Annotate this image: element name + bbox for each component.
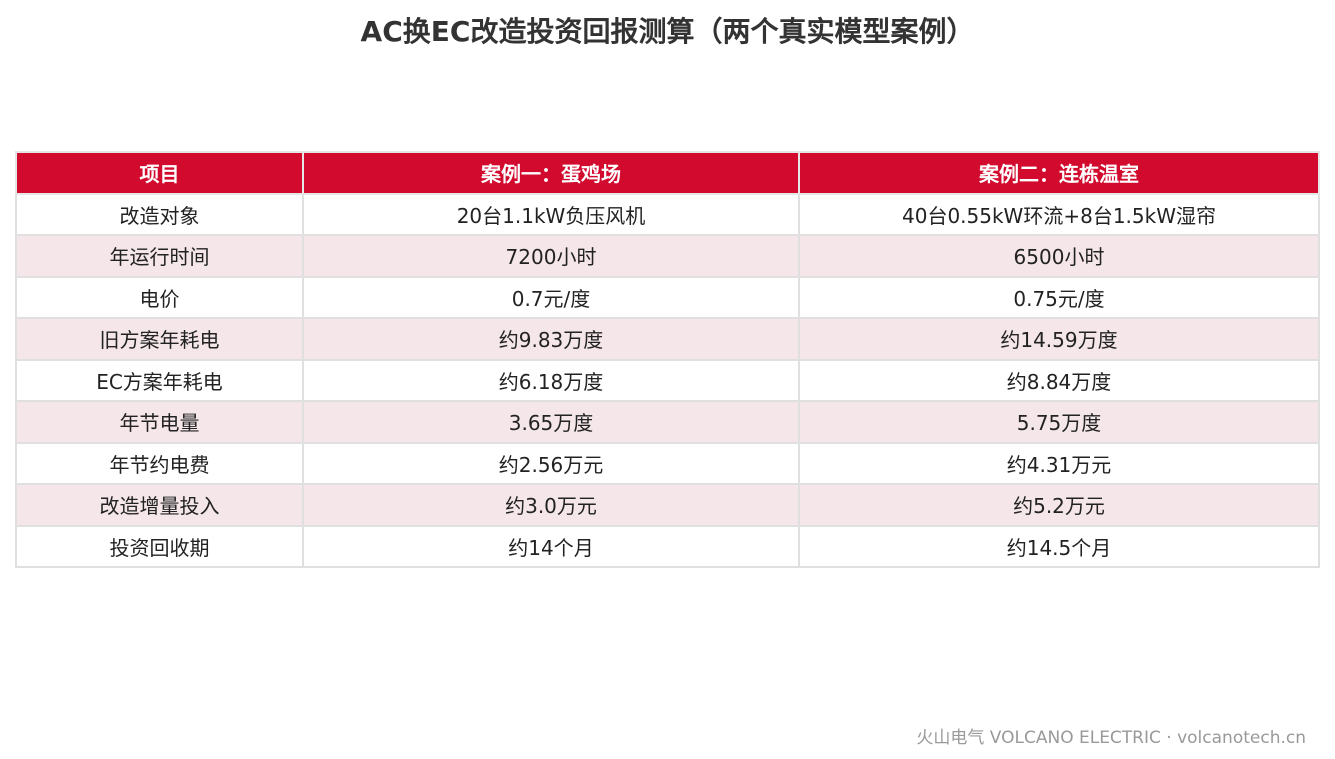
table-cell: 改造增量投入 bbox=[15, 483, 304, 527]
table-row: 改造对象 20台1.1kW负压风机 40台0.55kW环流+8台1.5kW湿帘 bbox=[15, 192, 1320, 236]
footer: 火山电气 VOLCANO ELECTRIC · volcanotech.cn bbox=[916, 728, 1306, 748]
table-cell: 约5.2万元 bbox=[798, 483, 1320, 527]
table-cell: 0.75元/度 bbox=[798, 275, 1320, 319]
table-row: 投资回收期 约14个月 约14.5个月 bbox=[15, 524, 1320, 568]
table-row: EC方案年耗电 约6.18万度 约8.84万度 bbox=[15, 358, 1320, 402]
table-cell: 约9.83万度 bbox=[302, 317, 800, 361]
table-row: 年节电量 3.65万度 5.75万度 bbox=[15, 400, 1320, 444]
table-cell: 约3.0万元 bbox=[302, 483, 800, 527]
table-cell: 年运行时间 bbox=[15, 234, 304, 278]
table-cell: 约2.56万元 bbox=[302, 441, 800, 485]
header-cell: 案例一：蛋鸡场 bbox=[302, 151, 800, 195]
table-row: 年运行时间 7200小时 6500小时 bbox=[15, 234, 1320, 278]
table-cell: 7200小时 bbox=[302, 234, 800, 278]
roi-table: 项目 案例一：蛋鸡场 案例二：连栋温室 改造对象 20台1.1kW负压风机 40台0.5… bbox=[15, 151, 1320, 568]
table-cell: 40台0.55kW环流+8台1.5kW湿帘 bbox=[798, 192, 1320, 236]
table-cell: 3.65万度 bbox=[302, 400, 800, 444]
table-cell: 约8.84万度 bbox=[798, 358, 1320, 402]
table-cell: 年节约电费 bbox=[15, 441, 304, 485]
table-cell: 年节电量 bbox=[15, 400, 304, 444]
table-cell: 约4.31万元 bbox=[798, 441, 1320, 485]
table-cell: 6500小时 bbox=[798, 234, 1320, 278]
table-row: 电价 0.7元/度 0.75元/度 bbox=[15, 275, 1320, 319]
title: AC换EC改造投资回报测算（两个真实模型案例） bbox=[360, 15, 975, 48]
table-row: 年节约电费 约2.56万元 约4.31万元 bbox=[15, 441, 1320, 485]
table-row: 旧方案年耗电 约9.83万度 约14.59万度 bbox=[15, 317, 1320, 361]
header-cell: 项目 bbox=[15, 151, 304, 195]
table-cell: 投资回收期 bbox=[15, 524, 304, 568]
header-row: 项目 案例一：蛋鸡场 案例二：连栋温室 bbox=[15, 151, 1320, 195]
table-cell: 改造对象 bbox=[15, 192, 304, 236]
table-cell: EC方案年耗电 bbox=[15, 358, 304, 402]
table-cell: 5.75万度 bbox=[798, 400, 1320, 444]
table-cell: 电价 bbox=[15, 275, 304, 319]
table-cell: 0.7元/度 bbox=[302, 275, 800, 319]
table-cell: 旧方案年耗电 bbox=[15, 317, 304, 361]
table-cell: 约6.18万度 bbox=[302, 358, 800, 402]
table-row: 改造增量投入 约3.0万元 约5.2万元 bbox=[15, 483, 1320, 527]
table-body: 改造对象 20台1.1kW负压风机 40台0.55kW环流+8台1.5kW湿帘 年运行… bbox=[15, 192, 1320, 568]
table-cell: 约14.5个月 bbox=[798, 524, 1320, 568]
header-cell: 案例二：连栋温室 bbox=[798, 151, 1320, 195]
table-cell: 约14.59万度 bbox=[798, 317, 1320, 361]
table-cell: 20台1.1kW负压风机 bbox=[302, 192, 800, 236]
table-cell: 约14个月 bbox=[302, 524, 800, 568]
